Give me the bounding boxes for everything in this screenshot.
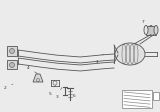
Text: 4: 4 [27,66,38,74]
Circle shape [9,48,15,54]
Ellipse shape [115,43,145,65]
Text: 3: 3 [56,87,62,99]
Ellipse shape [149,26,153,34]
FancyBboxPatch shape [7,46,17,56]
Text: 7: 7 [142,20,149,29]
Text: 2: 2 [4,84,13,90]
Text: 1: 1 [96,54,103,64]
Ellipse shape [154,26,158,34]
Ellipse shape [144,26,148,34]
Circle shape [9,62,15,68]
FancyBboxPatch shape [153,92,159,100]
Text: 5: 5 [49,85,56,96]
FancyBboxPatch shape [122,90,152,108]
Polygon shape [33,74,43,82]
FancyBboxPatch shape [7,60,17,69]
Text: 6: 6 [68,88,75,98]
FancyBboxPatch shape [146,26,156,34]
